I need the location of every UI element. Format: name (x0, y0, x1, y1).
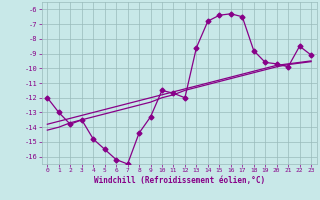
X-axis label: Windchill (Refroidissement éolien,°C): Windchill (Refroidissement éolien,°C) (94, 176, 265, 185)
